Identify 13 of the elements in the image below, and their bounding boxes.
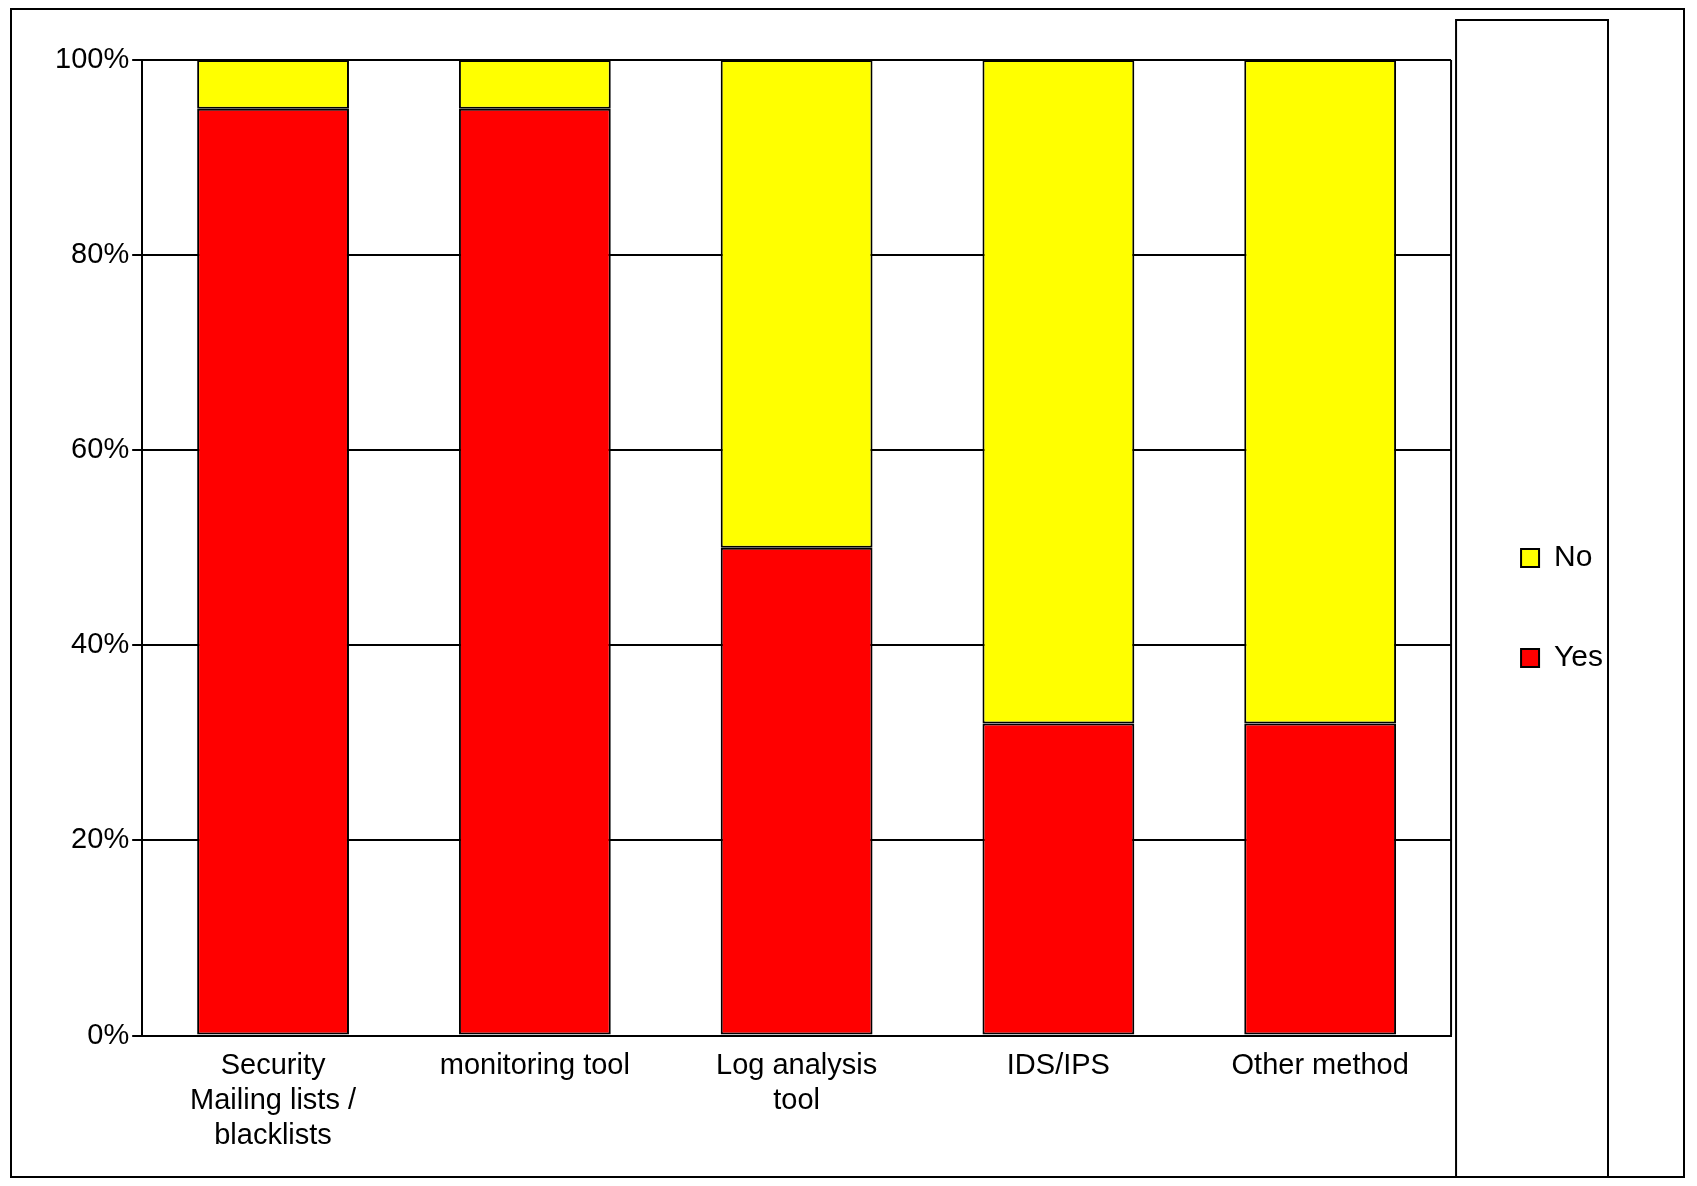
legend-label: Yes — [1554, 639, 1604, 673]
y-tick-label: 100% — [55, 42, 130, 74]
y-tick-label: 60% — [71, 432, 130, 465]
y-tick-label: 40% — [71, 627, 130, 660]
x-tick-label: Log analysis tool — [716, 1048, 878, 1115]
x-tick-label: monitoring tool — [439, 1048, 630, 1080]
y-tick-label: 0% — [87, 1017, 130, 1050]
x-tick-label: Security Mailing lists / blacklists — [190, 1048, 357, 1150]
legend-label: No — [1554, 539, 1593, 573]
y-tick-label: 80% — [71, 237, 130, 270]
x-tick-label: Other method — [1231, 1048, 1409, 1080]
x-tick-label: IDS/IPS — [1006, 1048, 1110, 1080]
y-tick-label: 20% — [71, 822, 130, 855]
